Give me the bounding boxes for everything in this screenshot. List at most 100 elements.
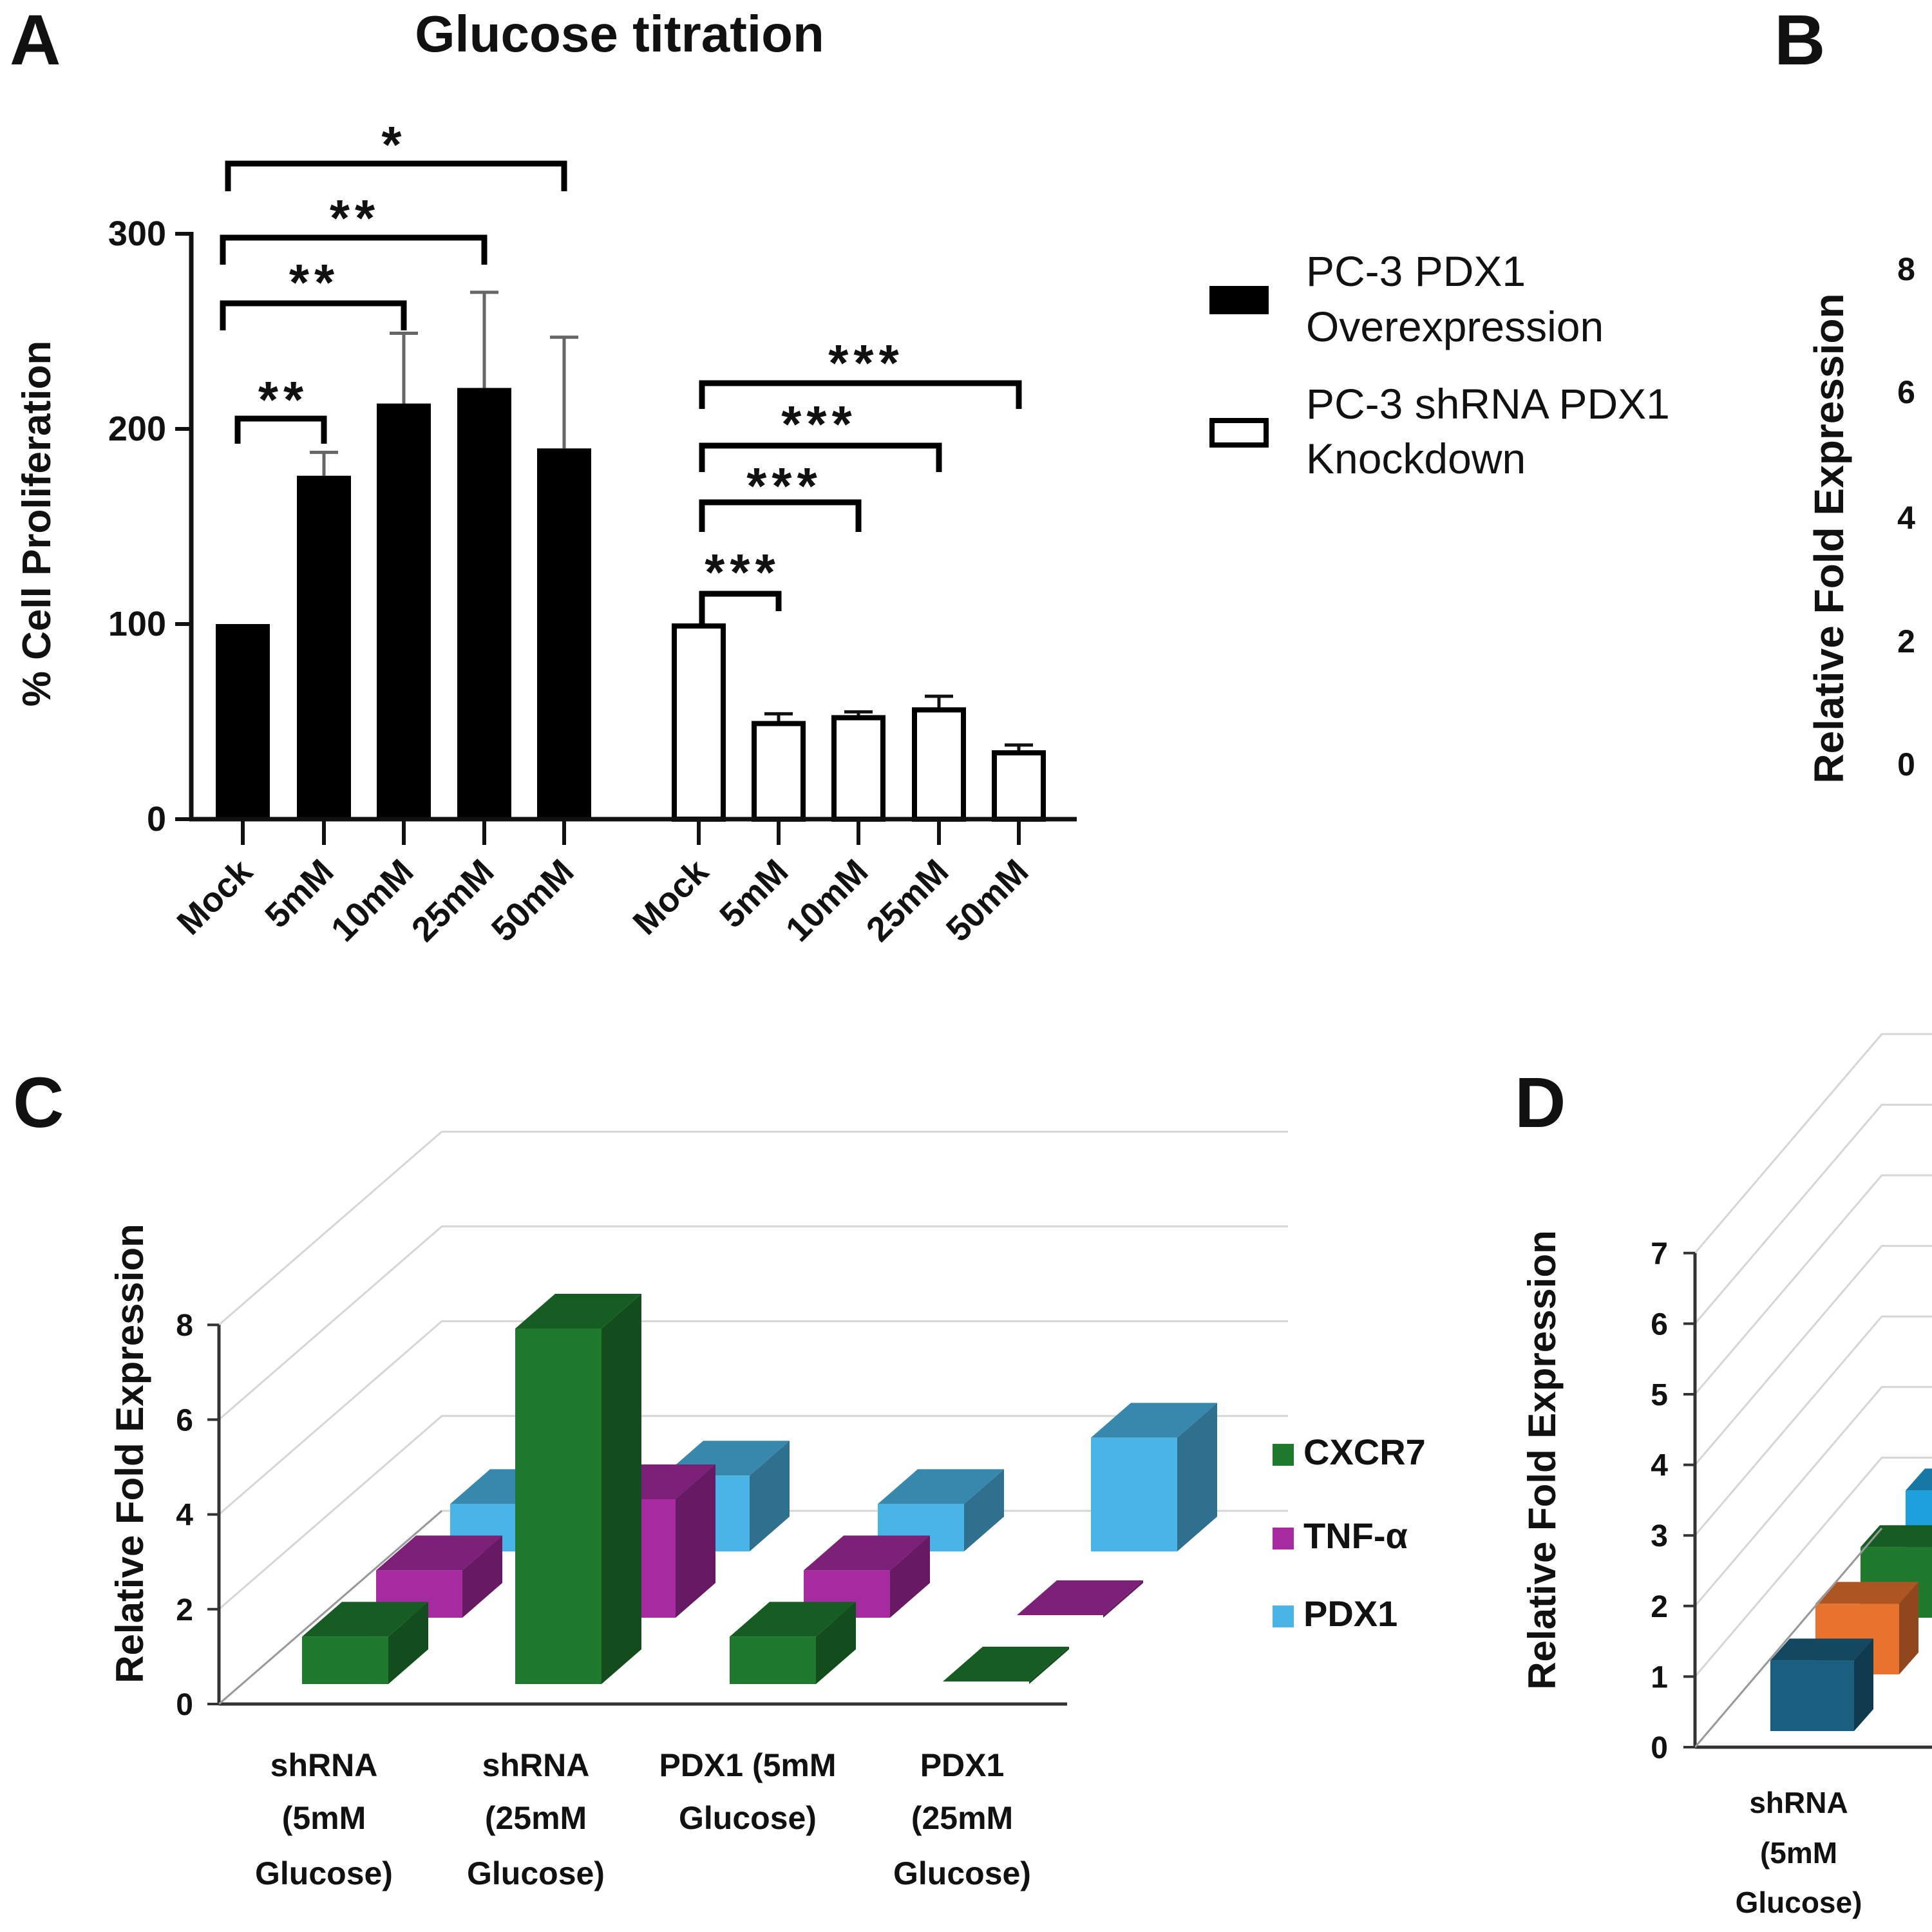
x-tick-label: (25mM [485,1800,587,1836]
bar-side [816,1602,856,1684]
significance-label: ** [289,254,339,311]
y-tick-label: 0 [1651,1731,1668,1765]
y-tick-label: 4 [1651,1449,1668,1483]
significance-label: *** [746,457,822,515]
legend-swatch [1273,1528,1294,1549]
bar-top [1906,1468,1932,1491]
legend: CXCR7 TNF-α PDX1 [1273,1432,1426,1634]
y-tick-label: 8 [176,1309,193,1343]
bar-overexpression-10mM [377,403,431,819]
bar-top [1017,1580,1143,1615]
bar-front [515,1329,601,1684]
y-tick-label: 6 [176,1403,193,1437]
x-axis-labels: shRNA (5mM Glucose) shRNA (25mM Glucose) PDX1 … [255,1747,1031,1891]
bar-side [601,1294,641,1684]
bar-side [676,1464,715,1618]
y-tick-label: 100 [108,605,166,643]
bar-side [1177,1403,1217,1551]
x-tick-label: Glucose) [893,1855,1031,1891]
x-tick-label: Glucose) [1736,1886,1862,1919]
x-tick-label: PDX1 [920,1747,1005,1783]
bar-cxcr7-1 [515,1294,641,1684]
panel-label-c: C [13,1063,64,1142]
bar-top [1770,1638,1873,1661]
floor-edge [1694,1528,1883,1748]
y-tick-label: 1 [1651,1660,1668,1694]
y-axis-label: Relative Fold Expression [108,1224,151,1683]
panel-a: A Glucose titration % Cell Proliferation… [10,1,1670,949]
y-tick-label: 0 [176,1688,193,1722]
legend-label: CXCR7 [1303,1432,1426,1472]
bar-top [1815,1582,1918,1604]
significance-label: *** [705,544,780,601]
bar-knockdown-50mM [992,750,1046,822]
bar-front [730,1636,816,1684]
gridline [218,1130,1288,1326]
bar-top [1091,1403,1217,1438]
panel-c: C Relative Fold Expression 0 2 4 6 8 shRNA (5… [13,1063,1426,1891]
bars [216,290,1046,822]
bar-front [1091,1437,1177,1551]
legend-label: Overexpression [1306,303,1604,350]
bar-top [515,1294,641,1329]
legend-swatch [1273,1605,1294,1627]
significance-bracket [234,415,327,444]
panel-label-b: B [1774,1,1825,80]
significance-bracket [699,499,862,532]
x-tick-label: shRNA [270,1747,378,1783]
bar-top [878,1469,1004,1504]
legend: PC-3 PDX1 Overexpression PC-3 shRNA PDX1… [1209,247,1670,482]
legend-label: PC-3 shRNA PDX1 [1306,380,1670,428]
bar-side [1103,1580,1143,1618]
bar-overexpression-50mM [537,448,591,819]
gridline [1694,1315,1932,1537]
bar-top [730,1602,856,1637]
bar-cxcr7-2 [730,1602,856,1684]
significance-label: ** [258,371,308,428]
bar-side [1899,1582,1918,1674]
chart-title: Glucose titration [415,5,824,62]
legend-item-tnf: TNF-α [1273,1515,1408,1556]
y-tick-label: 2 [176,1593,193,1627]
bar-side [1029,1647,1069,1684]
y-tick-label: 0 [147,800,166,838]
legend-item-overexpression: PC-3 PDX1 Overexpression [1209,247,1604,350]
significance-bracket [220,234,488,265]
y-tick-label: 4 [176,1499,193,1533]
significance-bracket [699,442,942,472]
gridline [1694,1033,1932,1254]
y-tick-label: 200 [108,410,166,448]
gridline [218,1415,1288,1610]
legend-label: PDX1 [1303,1593,1397,1634]
bar-side [462,1535,502,1618]
bar-knockdown-10mM [831,715,886,822]
bar-overexpression-Mock [216,624,270,819]
panel-d: D Relative Fold Expression 0 1 2 3 4 5 6 7 shRN… [1515,1033,1932,1919]
y-tick-label: 3 [1651,1519,1668,1553]
significance-bracket [225,160,567,191]
gridline [1694,1386,1932,1607]
significance-bracket [699,591,782,626]
y-axis-label: Relative Fold Expression [1520,1230,1564,1690]
gridline [1694,1245,1932,1466]
bar-cxcr7-0 [302,1602,428,1684]
y-tick-label: 2 [1651,1590,1668,1624]
panel-label-d: D [1515,1063,1566,1142]
bars [302,1294,1217,1684]
y-tick-label: 7 [1651,1237,1668,1271]
legend-label: Knockdown [1306,435,1526,482]
x-tick-label: shRNA [1749,1786,1848,1819]
y-tick-label: 0 [1897,746,1915,782]
bar-side [1854,1638,1873,1731]
floor-edge [218,1510,442,1705]
axes: 0 1 2 3 4 5 6 7 [1651,1237,1932,1765]
y-tick-label: 2 [1897,623,1915,659]
gridline [1694,1456,1932,1678]
y-tick-label: 4 [1897,500,1915,536]
legend-label: PC-3 PDX1 [1306,247,1526,295]
bar-pdx1-3 [1091,1403,1217,1551]
significance-bracket [220,300,407,330]
legend-label: TNF-α [1303,1515,1408,1556]
bar-top [302,1602,428,1637]
x-axis-labels: shRNA (5mM Glucose) [1736,1786,1862,1919]
